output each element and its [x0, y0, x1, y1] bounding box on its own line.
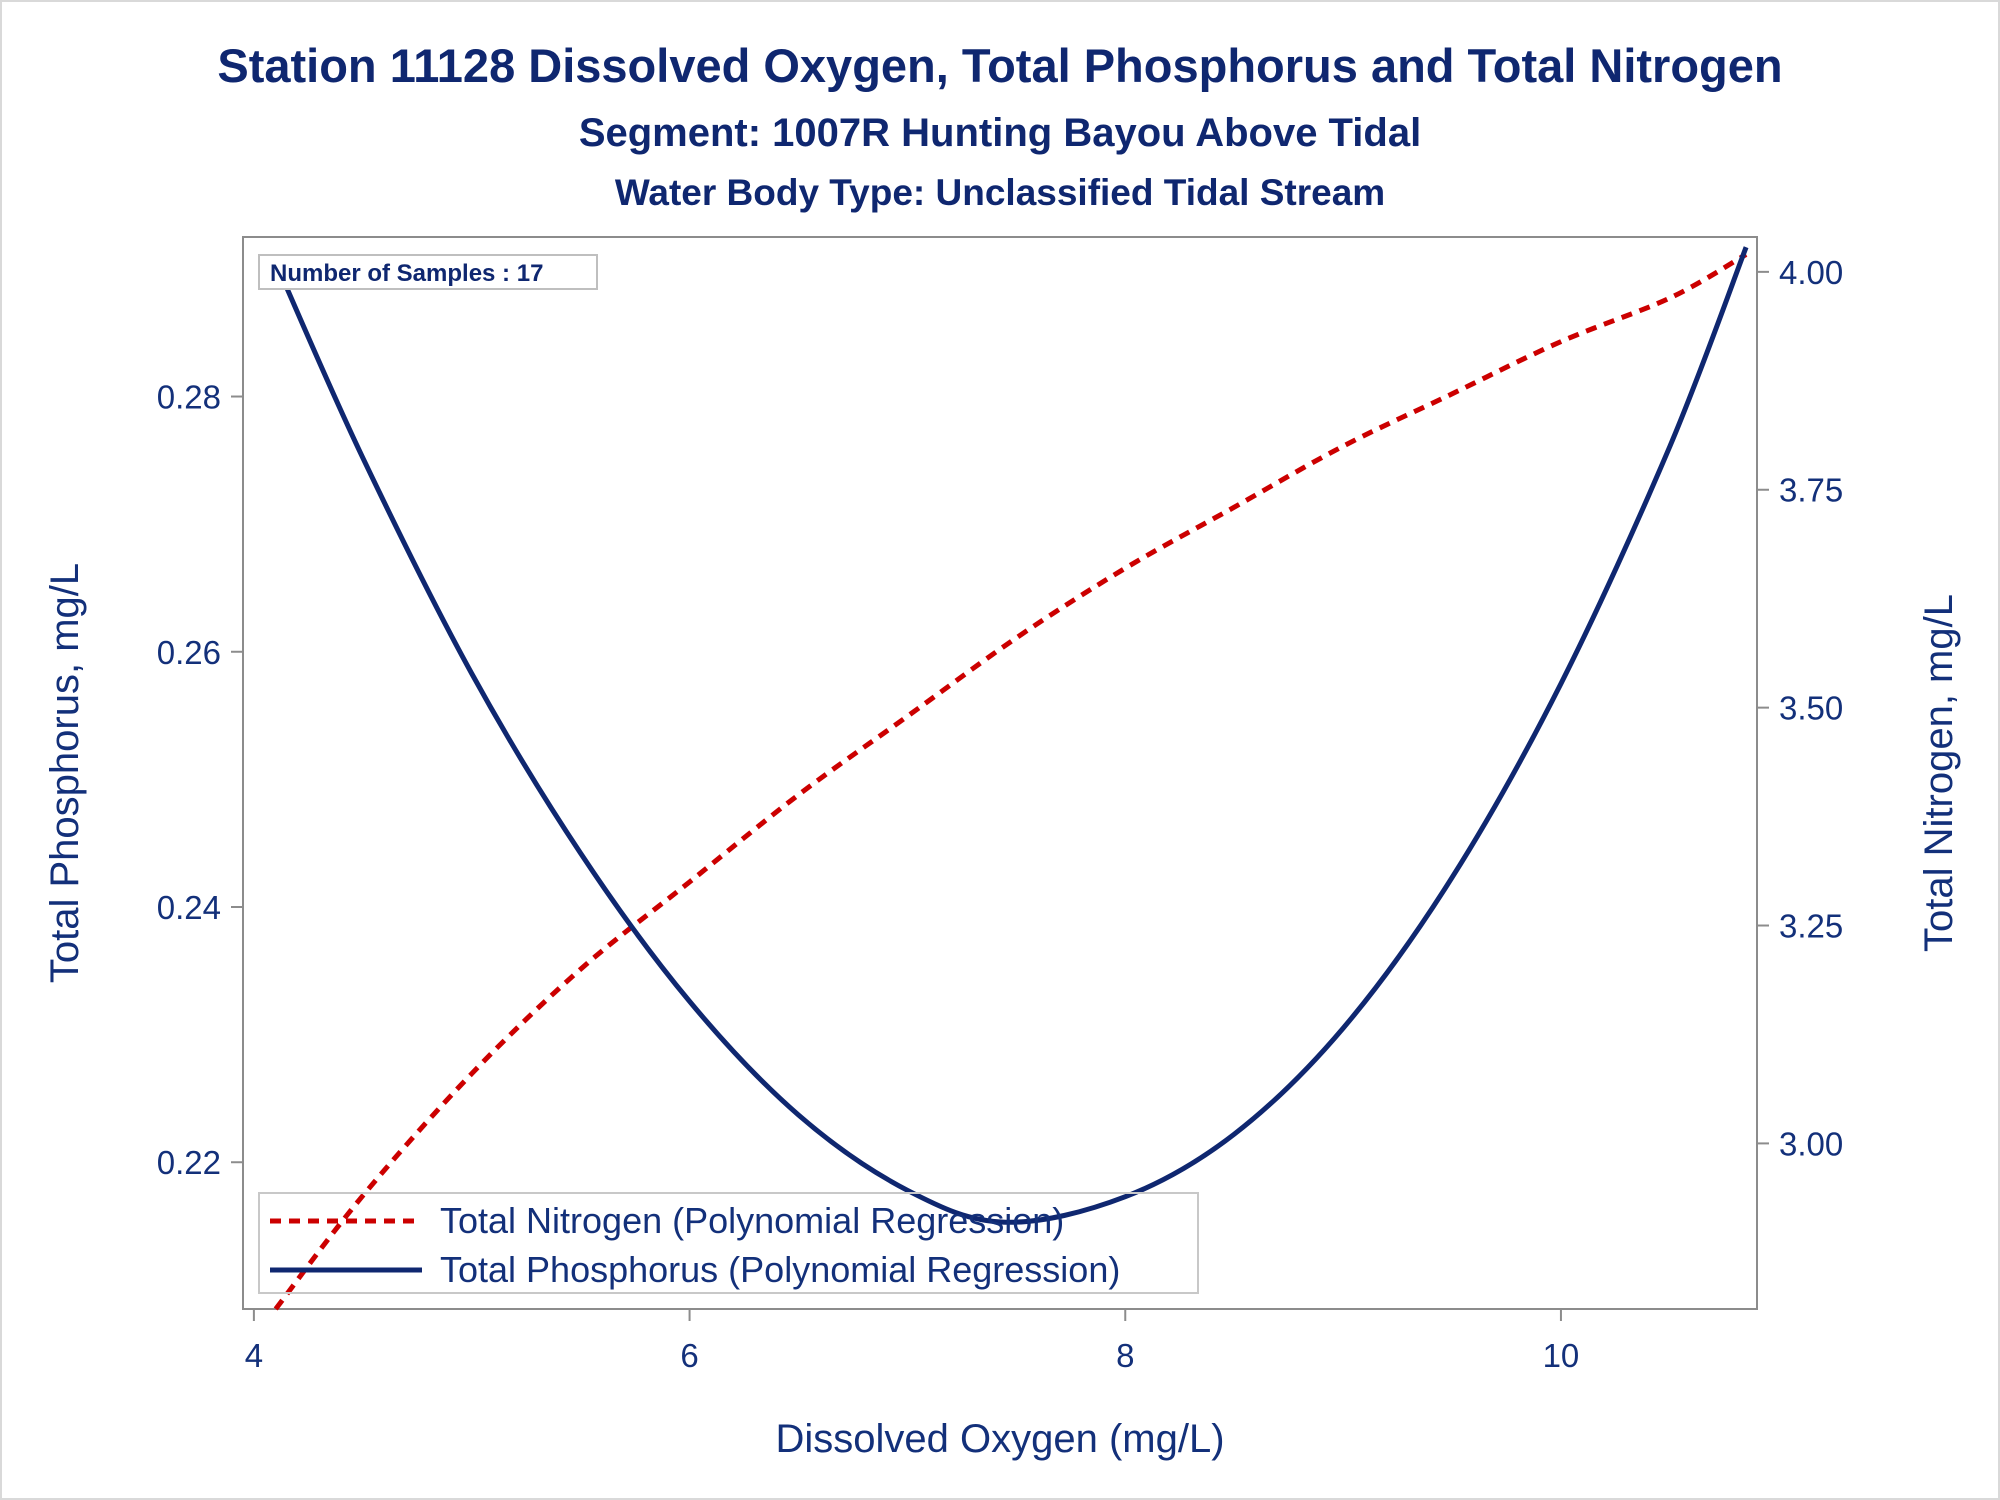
sample-count-border [258, 254, 598, 290]
chart-subtitle: Segment: 1007R Hunting Bayou Above Tidal [579, 111, 1421, 155]
legend-label-nitrogen: Total Nitrogen (Polynomial Regression) [440, 1200, 1064, 1241]
legend-label-phosphorus: Total Phosphorus (Polynomial Regression) [440, 1249, 1120, 1290]
y-left-tick-label: 0.22 [157, 1144, 221, 1181]
y-right-tick-label: 3.75 [1779, 472, 1843, 509]
y-axis-right-label: Total Nitrogen, mg/L [1917, 594, 1961, 952]
y-axis-left: 0.22 0.24 0.26 0.28 [157, 379, 243, 1181]
x-tick-label: 10 [1543, 1337, 1580, 1374]
x-axis: 4 6 8 10 [245, 1309, 1580, 1374]
y-axis-right: 3.00 3.25 3.50 3.75 4.00 [1757, 254, 1843, 1162]
chart-title: Station 11128 Dissolved Oxygen, Total Ph… [217, 39, 1782, 92]
x-tick-label: 4 [245, 1337, 263, 1374]
legend-border [258, 1192, 1199, 1294]
sample-count-box: Number of Samples : 17 [258, 254, 598, 290]
y-left-tick-label: 0.26 [157, 634, 221, 671]
sample-count-text: Number of Samples : 17 [270, 260, 543, 287]
y-right-tick-label: 4.00 [1779, 254, 1843, 291]
y-right-tick-label: 3.00 [1779, 1125, 1843, 1162]
y-left-tick-label: 0.28 [157, 379, 221, 416]
chart-subtitle-2: Water Body Type: Unclassified Tidal Stre… [615, 172, 1385, 213]
series-line-phosphorus [273, 246, 1749, 1225]
x-tick-label: 8 [1116, 1337, 1134, 1374]
x-axis-label: Dissolved Oxygen (mg/L) [775, 1417, 1224, 1461]
y-right-tick-label: 3.50 [1779, 690, 1843, 727]
y-left-tick-label: 0.24 [157, 889, 221, 926]
legend: Total Nitrogen (Polynomial Regression) T… [258, 1192, 1199, 1294]
series-layer [273, 246, 1749, 1311]
plot-area [242, 236, 1758, 1310]
y-right-tick-label: 3.25 [1779, 908, 1843, 945]
y-axis-left-label: Total Phosphorus, mg/L [43, 563, 87, 983]
x-tick-label: 6 [680, 1337, 698, 1374]
series-line-nitrogen [273, 252, 1748, 1311]
